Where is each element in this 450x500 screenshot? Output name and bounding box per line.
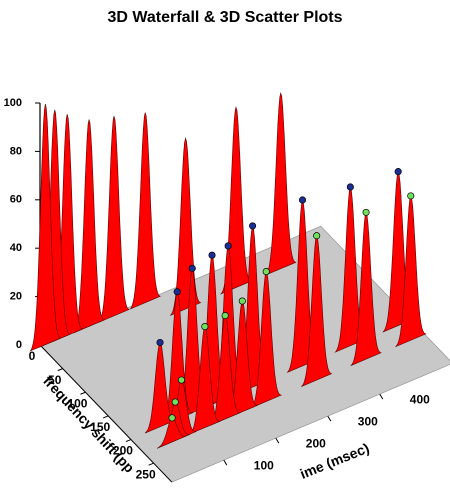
scatter-point [171, 398, 179, 406]
frequency-tick [102, 415, 109, 419]
peak [73, 119, 105, 334]
frequency-tick-label: 0 [29, 349, 36, 363]
scatter-point [313, 232, 321, 240]
scatter-point [262, 268, 270, 276]
scatter-point [188, 264, 196, 272]
frequency-tick [125, 439, 132, 443]
peak [29, 103, 61, 352]
z-tick-label: 40 [10, 242, 22, 254]
scatter-point [346, 183, 354, 191]
scatter-point [224, 242, 232, 250]
time-tick-label: 400 [410, 392, 430, 406]
scatter-point [156, 338, 164, 347]
time-tick [379, 393, 384, 400]
time-tick-label: 100 [254, 458, 274, 472]
frequency-tick [80, 391, 86, 395]
scatter-point [173, 288, 181, 296]
z-tick-label: 100 [4, 97, 22, 109]
scatter-point [362, 208, 370, 216]
peak [129, 112, 161, 310]
scatter-point [298, 196, 307, 204]
scatter-point [201, 323, 209, 331]
z-tick-label: 80 [10, 145, 22, 157]
scatter-point [208, 251, 216, 259]
time-tick [275, 437, 280, 444]
z-tick-label: 60 [10, 194, 22, 206]
time-tick [327, 415, 332, 422]
time-tick [223, 459, 228, 466]
scatter-point [407, 192, 415, 200]
scatter-point [177, 376, 186, 384]
scatter-point [221, 312, 229, 320]
scatter-point [168, 414, 176, 422]
frequency-axis [39, 344, 173, 483]
frequency-tick [57, 368, 63, 372]
chart-title: 3D Waterfall & 3D Scatter Plots [107, 9, 342, 26]
scatter-point [394, 168, 402, 176]
frequency-tick-label: 200 [113, 444, 133, 458]
z-tick-label: 0 [16, 339, 22, 351]
peak [264, 91, 297, 276]
frequency-tick-label: 100 [67, 396, 87, 410]
z-tick-label: 20 [10, 291, 22, 303]
frequency-tick-label: 250 [136, 467, 156, 481]
frequency-tick [148, 462, 154, 466]
frequency-tick-label: 150 [90, 420, 110, 434]
time-tick-label: 200 [306, 436, 326, 450]
time-tick-label: 300 [358, 414, 378, 428]
scatter-point [249, 222, 257, 230]
peak [98, 116, 130, 323]
frequency-tick-label: 50 [48, 373, 62, 387]
scatter-point [238, 297, 246, 305]
